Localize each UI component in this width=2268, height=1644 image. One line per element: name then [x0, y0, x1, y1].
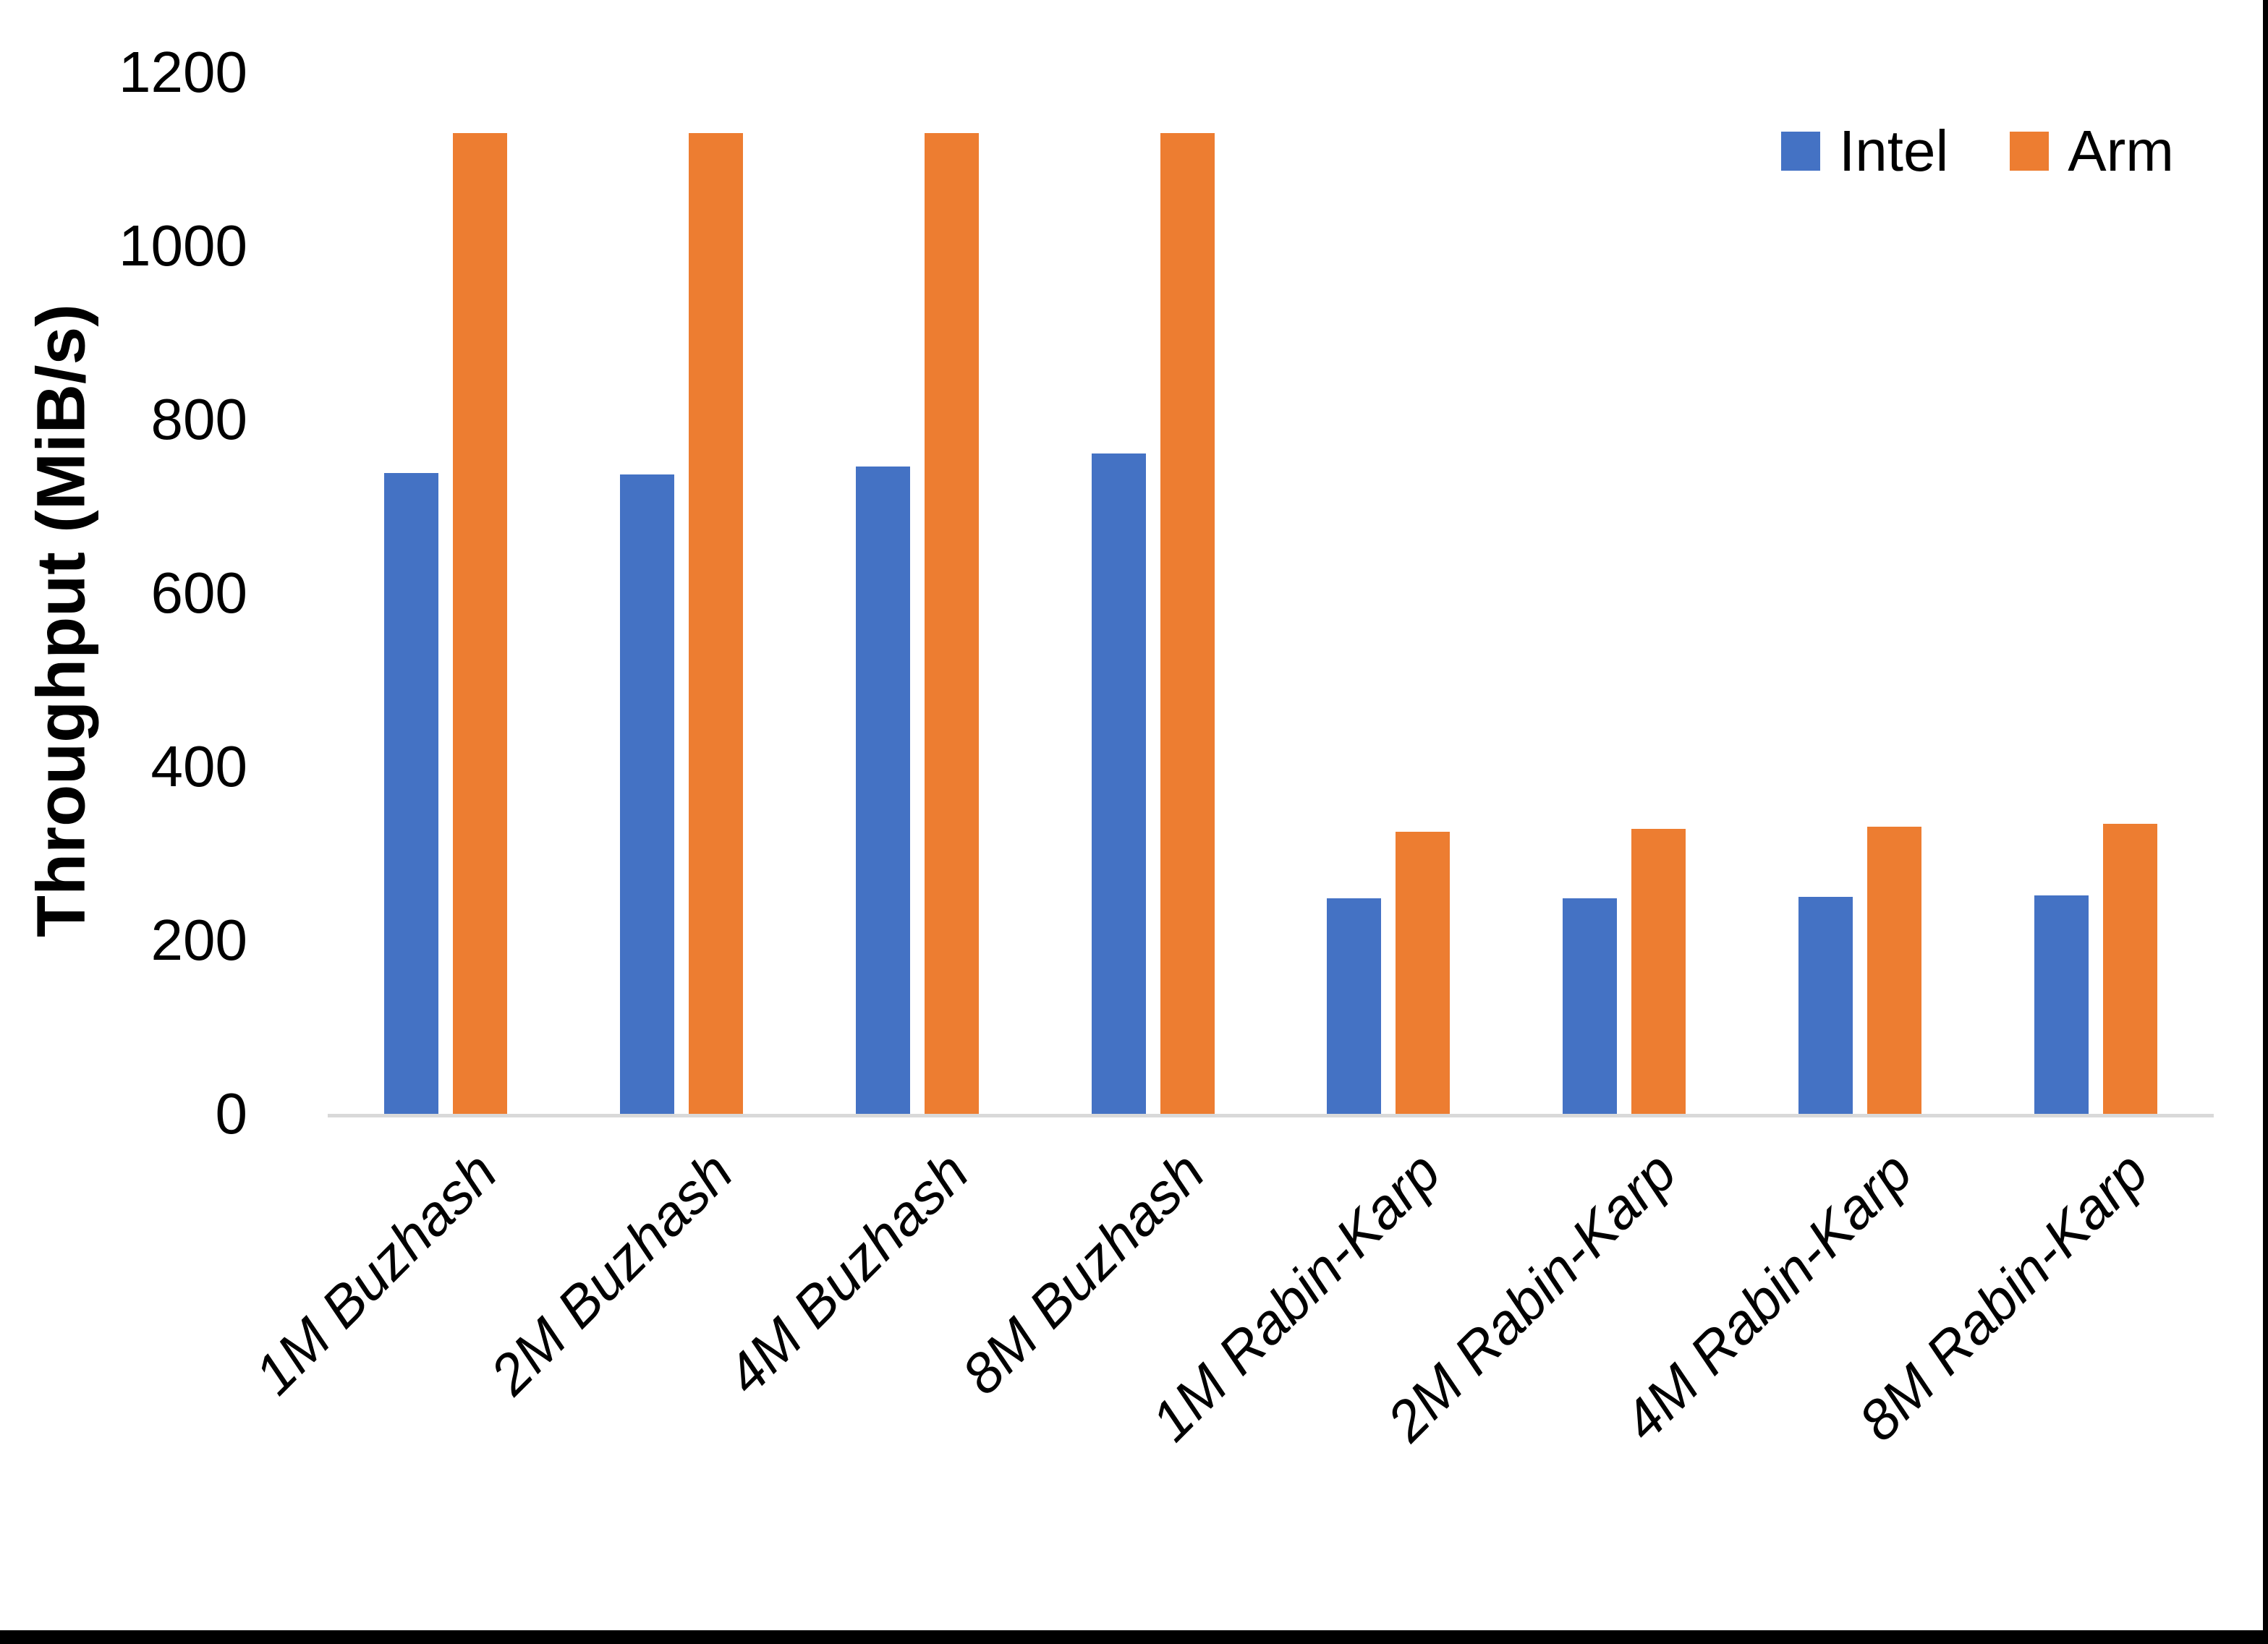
plot-area — [328, 72, 2214, 1114]
y-tick-label-400: 400 — [150, 734, 247, 798]
x-category-label-4M Buzhash: 4M Buzhash — [713, 1139, 981, 1407]
bar-Intel-8M Rabin-Karp — [2034, 895, 2089, 1114]
legend-swatch-arm — [2010, 132, 2050, 171]
bar-Arm-8M Rabin-Karp — [2103, 824, 2158, 1114]
bar-Intel-4M Rabin-Karp — [1798, 897, 1853, 1114]
x-category-label-1M Buzhash: 1M Buzhash — [242, 1139, 509, 1407]
y-tick-label-800: 800 — [150, 387, 247, 451]
image-bottom-border — [0, 1630, 2268, 1644]
bar-Intel-1M Rabin-Karp — [1327, 898, 1382, 1114]
x-axis-line — [328, 1114, 2214, 1117]
y-tick-label-1200: 1200 — [119, 40, 247, 104]
legend-swatch-intel — [1781, 132, 1820, 171]
bar-Intel-4M Buzhash — [855, 467, 910, 1114]
y-tick-label-600: 600 — [150, 561, 247, 625]
bar-Arm-8M Buzhash — [1160, 133, 1215, 1114]
bar-Arm-2M Buzhash — [688, 133, 743, 1114]
y-tick-label-0: 0 — [215, 1081, 248, 1146]
bar-group-4M Buzhash — [799, 72, 1035, 1114]
legend-label-arm: Arm — [2068, 119, 2174, 183]
bar-Arm-1M Buzhash — [452, 133, 507, 1114]
bar-Arm-2M Rabin-Karp — [1631, 829, 1686, 1114]
image-right-border — [2263, 0, 2268, 1644]
bar-Arm-1M Rabin-Karp — [1396, 832, 1451, 1114]
bar-group-1M Rabin-Karp — [1271, 72, 1507, 1114]
bar-group-8M Buzhash — [1035, 72, 1271, 1114]
legend: Intel Arm — [1781, 118, 2174, 184]
bar-group-1M Buzhash — [328, 72, 564, 1114]
bar-Arm-4M Rabin-Karp — [1867, 827, 1922, 1114]
bar-group-2M Buzhash — [564, 72, 799, 1114]
y-tick-label-200: 200 — [150, 908, 247, 972]
x-category-label-2M Buzhash: 2M Buzhash — [477, 1139, 745, 1407]
bar-Arm-4M Buzhash — [924, 133, 979, 1114]
x-category-label-8M Buzhash: 8M Buzhash — [949, 1139, 1217, 1407]
bar-Intel-2M Rabin-Karp — [1563, 898, 1618, 1114]
bar-group-4M Rabin-Karp — [1742, 72, 1978, 1114]
bar-group-8M Rabin-Karp — [1978, 72, 2214, 1114]
legend-label-intel: Intel — [1839, 119, 1949, 183]
bar-Intel-1M Buzhash — [383, 473, 438, 1114]
bar-group-2M Rabin-Karp — [1506, 72, 1742, 1114]
bar-Intel-8M Buzhash — [1091, 453, 1146, 1114]
bar-Intel-2M Buzhash — [619, 474, 674, 1114]
y-tick-label-1000: 1000 — [119, 213, 247, 278]
